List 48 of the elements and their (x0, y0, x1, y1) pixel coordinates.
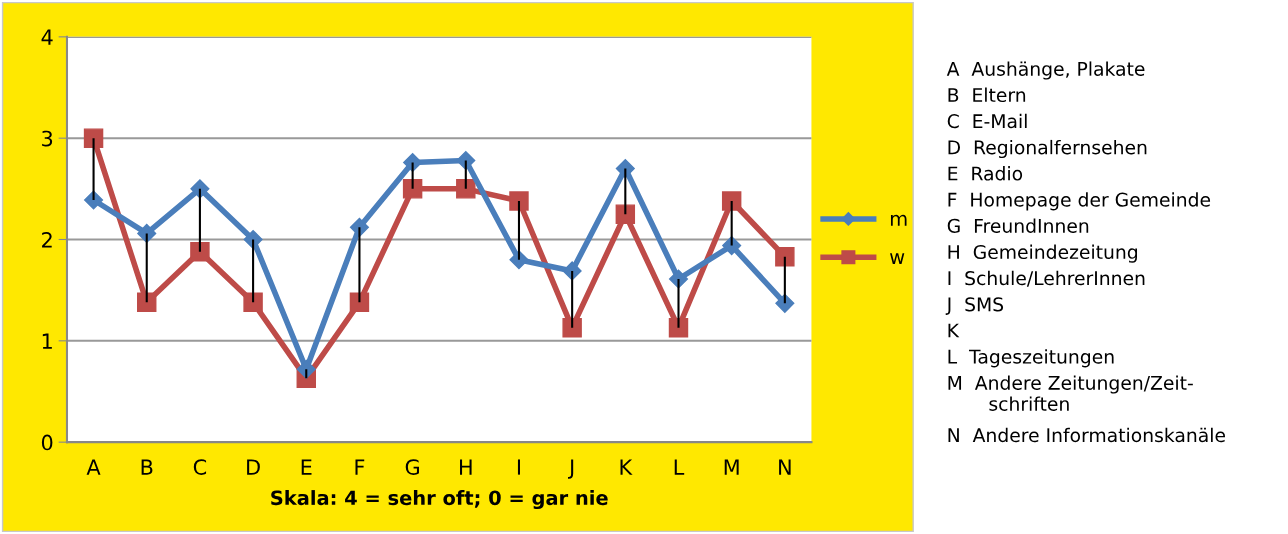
point (83, 128, 104, 148)
text: B Eltern (948, 87, 1026, 103)
point (562, 317, 582, 338)
x-tick-label: I (517, 459, 520, 475)
legend-label: w (890, 253, 905, 264)
x-axis-title: Skala: 4 = sehr oft; 0 = gar nie (271, 490, 608, 510)
text: A Aushänge, Plakate (946, 61, 1145, 80)
x-tick-label: L (674, 459, 685, 475)
x-tick-label: G (405, 459, 419, 475)
y-tick-label: 2 (42, 231, 52, 248)
point (775, 247, 795, 267)
point (721, 191, 742, 211)
text: C E-Mail (947, 113, 1027, 129)
x-tick-label: B (141, 459, 153, 475)
text: M Andere Zeitungen/Zeit- schriften (948, 375, 1193, 411)
point (137, 292, 157, 313)
y-tick-label: 3 (42, 130, 53, 147)
text: F Homepage der Gemeinde (948, 192, 1211, 211)
point (190, 241, 210, 262)
y-tick-label: 4 (41, 29, 53, 45)
text: J SMS (945, 297, 1004, 315)
text: K (948, 323, 960, 338)
point (243, 292, 263, 313)
point (402, 179, 423, 199)
x-tick-label: J (568, 459, 574, 479)
text: N Andere Informationskanäle (948, 427, 1225, 443)
text: E Radio (948, 166, 1023, 181)
x-tick-label: F (355, 459, 365, 475)
x-tick-label: E (301, 459, 312, 475)
x-tick-label: D (247, 459, 260, 475)
y-tick-label: 0 (41, 434, 53, 451)
point (509, 191, 529, 211)
text: L Tageszeitungen (948, 349, 1114, 368)
x-tick-label: C (193, 459, 207, 475)
point (456, 179, 476, 199)
x-tick-label: M (724, 459, 739, 475)
text: D Regionalfernsehen (948, 139, 1147, 159)
x-tick-label: A (86, 459, 101, 475)
x-tick-label: N (779, 459, 791, 475)
x-tick-label: K (620, 459, 633, 475)
point (349, 292, 370, 313)
y-tick-label: 1 (42, 333, 52, 349)
text: G FreundInnen (947, 218, 1089, 233)
x-tick-label: H (460, 459, 472, 475)
legend-label: m (890, 214, 907, 226)
point (615, 204, 636, 224)
text: H Gemeindezeitung (948, 244, 1137, 263)
text: I Schule/LehrerInnen (948, 270, 1145, 287)
